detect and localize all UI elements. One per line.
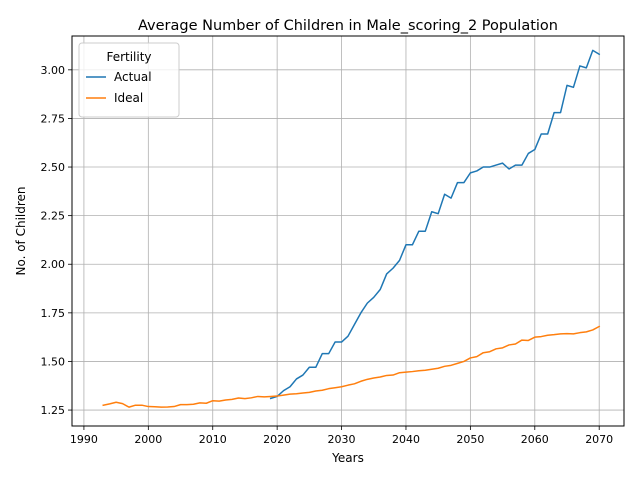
legend-label-actual: Actual bbox=[114, 70, 152, 84]
y-tick-label: 1.25 bbox=[41, 404, 66, 417]
y-axis-label: No. of Children bbox=[14, 186, 28, 275]
y-tick-label: 1.75 bbox=[41, 307, 66, 320]
x-tick-label: 1990 bbox=[70, 433, 98, 446]
grid-lines bbox=[72, 36, 624, 426]
x-tick-label: 2010 bbox=[199, 433, 227, 446]
x-tick-label: 2070 bbox=[585, 433, 613, 446]
y-tick-label: 2.75 bbox=[41, 112, 66, 125]
chart-title: Average Number of Children in Male_scori… bbox=[138, 18, 558, 34]
x-tick-label: 2000 bbox=[134, 433, 162, 446]
legend-title: Fertility bbox=[106, 50, 151, 64]
series-line-ideal bbox=[102, 325, 601, 408]
x-tick-label: 2030 bbox=[328, 433, 356, 446]
y-tick-label: 2.50 bbox=[41, 161, 66, 174]
x-tick-label: 2060 bbox=[521, 433, 549, 446]
x-tick-label: 2040 bbox=[392, 433, 420, 446]
legend-label-ideal: Ideal bbox=[114, 91, 143, 105]
plot-frame bbox=[71, 35, 625, 427]
x-axis-label: Years bbox=[331, 451, 364, 465]
y-tick-label: 2.25 bbox=[41, 210, 66, 223]
x-axis-ticks: 1990 2000 2010 2020 2030 2040 2050 2060 2070 bbox=[70, 426, 613, 446]
x-tick-label: 2020 bbox=[263, 433, 291, 446]
series-line-actual bbox=[269, 49, 601, 400]
y-tick-label: 2.00 bbox=[41, 258, 66, 271]
legend: Fertility Actual Ideal bbox=[78, 42, 180, 118]
series-layer bbox=[102, 49, 601, 408]
y-tick-label: 1.50 bbox=[41, 355, 66, 368]
y-axis-ticks: 1.25 1.50 1.75 2.00 2.25 2.50 2.75 3.00 bbox=[41, 64, 72, 417]
x-tick-label: 2050 bbox=[456, 433, 484, 446]
y-tick-label: 3.00 bbox=[41, 64, 66, 77]
